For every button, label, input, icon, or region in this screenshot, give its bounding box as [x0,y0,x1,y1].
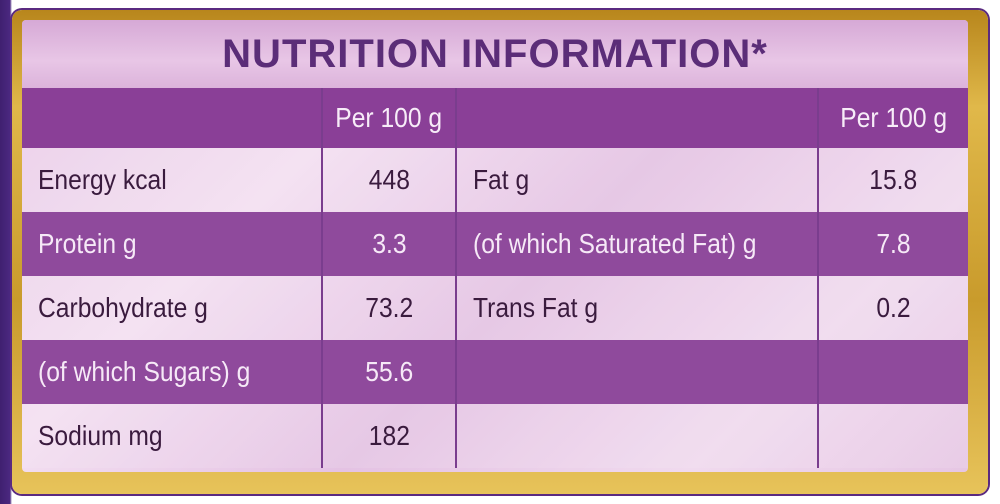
table-row: (of which Sugars) g 55.6 [22,340,968,404]
table-row: Energy kcal 448 Fat g 15.8 [22,148,968,212]
header-cell-per-100g: Per 100 g [818,88,968,148]
nutrient-name [456,340,819,404]
table-row: Sodium mg 182 [22,404,968,468]
nutrient-value: 7.8 [818,212,968,276]
nutrition-panel: NUTRITION INFORMATION* Per 100 g Per 100… [22,20,968,472]
nutrient-name: Energy kcal [22,148,323,212]
nutrient-value: 15.8 [818,148,968,212]
nutrient-value [818,404,968,468]
nutrient-value: 3.3 [322,212,457,276]
nutrient-name: (of which Saturated Fat) g [456,212,819,276]
nutrient-value: 448 [322,148,457,212]
header-cell [22,88,323,148]
nutrient-name [456,404,819,468]
header-cell [456,88,819,148]
nutrient-name: Trans Fat g [456,276,819,340]
nutrition-table: Per 100 g Per 100 g Energy kcal 448 Fat … [22,88,968,468]
nutrient-name: Carbohydrate g [22,276,323,340]
nutrient-name: Fat g [456,148,819,212]
nutrient-value: 73.2 [322,276,457,340]
nutrition-title: NUTRITION INFORMATION* [22,20,968,88]
nutrient-name: Protein g [22,212,323,276]
table-header-row: Per 100 g Per 100 g [22,88,968,148]
table-row: Carbohydrate g 73.2 Trans Fat g 0.2 [22,276,968,340]
header-cell-per-100g: Per 100 g [322,88,457,148]
nutrient-value: 182 [322,404,457,468]
nutrient-value [818,340,968,404]
nutrient-name: Sodium mg [22,404,323,468]
nutrient-value: 55.6 [322,340,457,404]
nutrient-value: 0.2 [818,276,968,340]
nutrient-name: (of which Sugars) g [22,340,323,404]
table-row: Protein g 3.3 (of which Saturated Fat) g… [22,212,968,276]
